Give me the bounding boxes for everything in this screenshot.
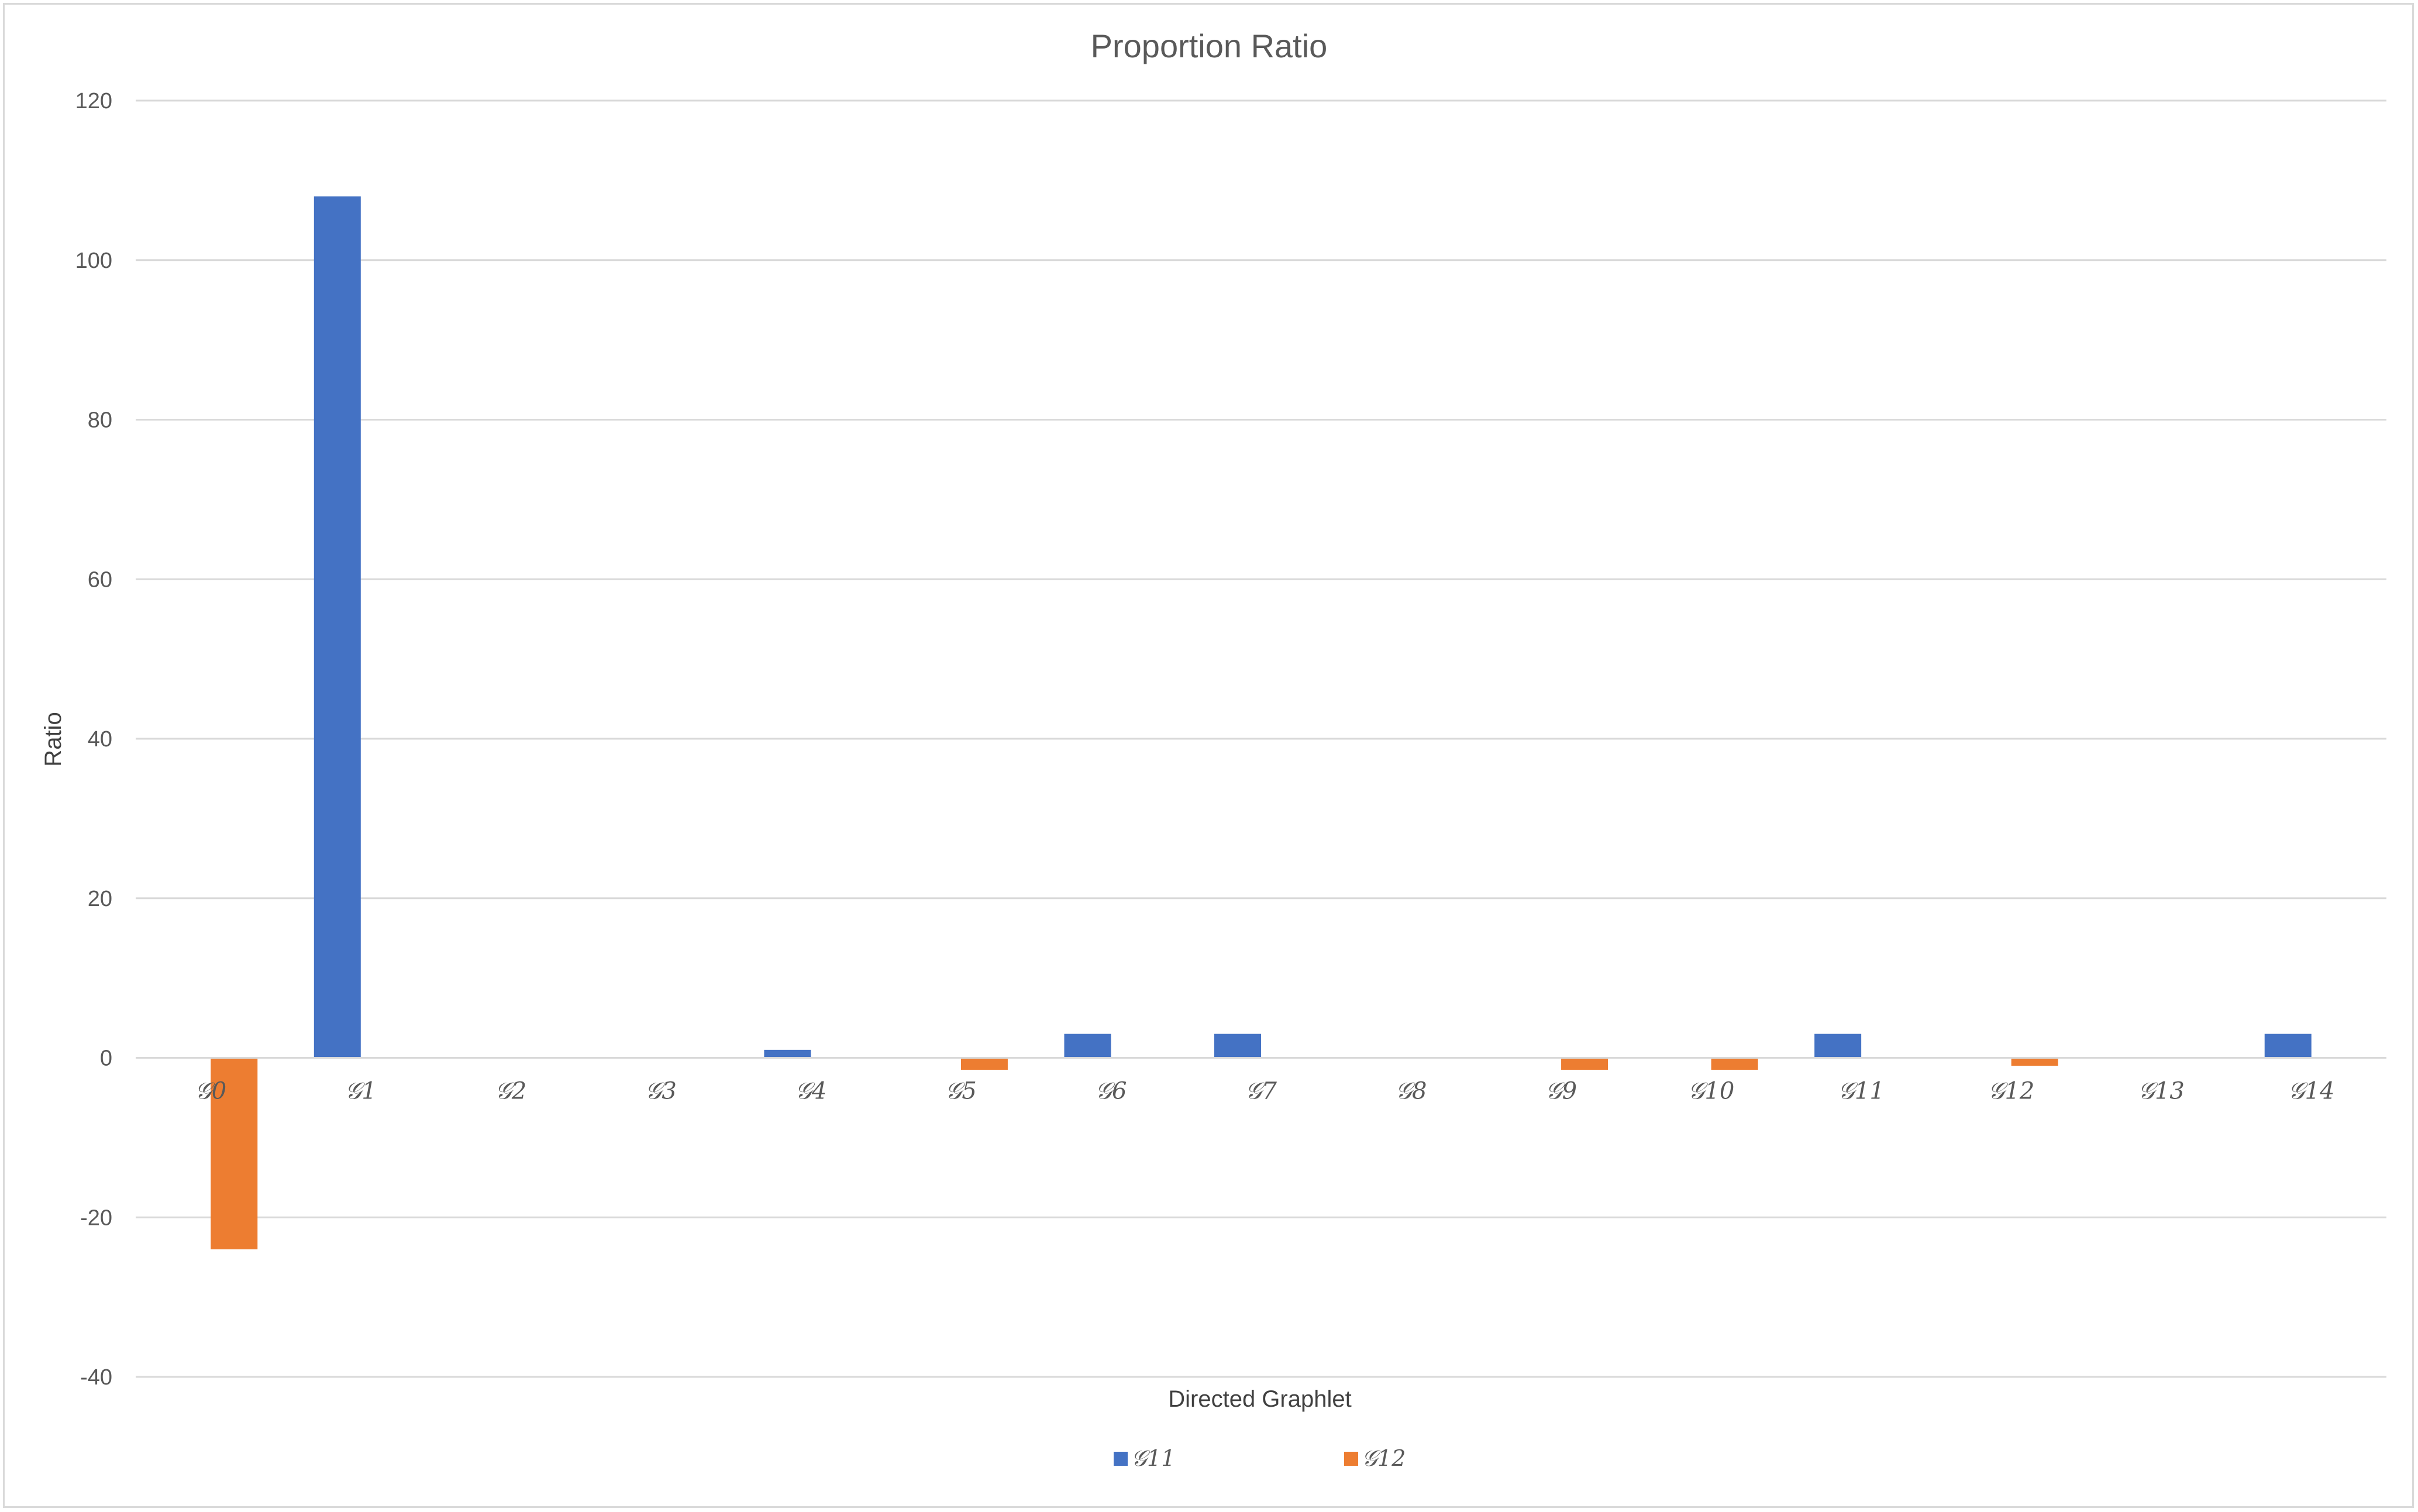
y-tick-label: 40 bbox=[88, 727, 112, 752]
y-tick-label: 100 bbox=[75, 249, 112, 273]
legend-label: 𝒢11 bbox=[1131, 1445, 1175, 1471]
legend-swatch bbox=[1344, 1452, 1358, 1466]
chart-area bbox=[3, 3, 2414, 1508]
x-tick-label: 𝒢11 bbox=[1838, 1078, 1884, 1105]
y-tick-label: -20 bbox=[80, 1206, 112, 1230]
y-tick-label: 80 bbox=[88, 408, 112, 433]
bar-g11 bbox=[314, 196, 361, 1058]
x-tick-label: 𝒢4 bbox=[795, 1078, 826, 1105]
y-tick-label: 60 bbox=[88, 567, 112, 592]
legend-label: 𝒢12 bbox=[1362, 1445, 1406, 1471]
bar-g11 bbox=[1214, 1034, 1261, 1058]
x-tick-label: 𝒢1 bbox=[345, 1078, 377, 1105]
legend-swatch bbox=[1114, 1452, 1128, 1466]
y-tick-label: -40 bbox=[80, 1365, 112, 1390]
x-tick-label: 𝒢14 bbox=[2288, 1078, 2334, 1105]
x-tick-label: 𝒢13 bbox=[2138, 1078, 2185, 1105]
bar-g12 bbox=[2011, 1058, 2058, 1066]
gridlines bbox=[136, 99, 2386, 1378]
bar-g12 bbox=[1711, 1058, 1758, 1070]
bars bbox=[211, 196, 2312, 1249]
bar-g11 bbox=[764, 1049, 811, 1058]
x-axis-title: Directed Graphlet bbox=[1168, 1386, 1351, 1412]
x-axis-tick-labels: 𝒢0 𝒢1 𝒢2 𝒢3 𝒢4 𝒢5 𝒢6 𝒢7 𝒢8 𝒢9 𝒢10 𝒢11 𝒢12 𝒢13 𝒢14 bbox=[195, 1078, 2334, 1105]
x-tick-label: 𝒢6 bbox=[1095, 1078, 1127, 1105]
y-tick-label: 120 bbox=[75, 89, 112, 113]
y-axis-tick-labels: -40 -20 0 20 40 60 80 100 120 bbox=[75, 89, 112, 1390]
x-tick-label: 𝒢2 bbox=[495, 1078, 526, 1105]
bar-g11 bbox=[2264, 1034, 2312, 1058]
y-axis-title: Ratio bbox=[40, 712, 66, 766]
chart-title: Proportion Ratio bbox=[1091, 27, 1328, 64]
bar-g11 bbox=[1064, 1034, 1111, 1058]
x-tick-label: 𝒢12 bbox=[1988, 1078, 2034, 1105]
bar-g11 bbox=[1814, 1034, 1862, 1058]
x-tick-label: 𝒢8 bbox=[1396, 1078, 1427, 1105]
x-tick-label: 𝒢10 bbox=[1688, 1078, 1734, 1105]
bar-g12 bbox=[211, 1058, 258, 1249]
bar-g12 bbox=[960, 1058, 1008, 1070]
bar-g12 bbox=[1561, 1058, 1608, 1070]
x-tick-label: 𝒢3 bbox=[645, 1078, 677, 1105]
y-tick-label: 20 bbox=[88, 887, 112, 911]
x-tick-label: 𝒢7 bbox=[1245, 1078, 1277, 1105]
x-tick-label: 𝒢5 bbox=[945, 1078, 977, 1105]
legend: 𝒢11 𝒢12 bbox=[1114, 1445, 1406, 1471]
x-tick-label: 𝒢0 bbox=[195, 1078, 226, 1105]
y-tick-label: 0 bbox=[100, 1046, 112, 1071]
x-tick-label: 𝒢9 bbox=[1545, 1078, 1577, 1105]
